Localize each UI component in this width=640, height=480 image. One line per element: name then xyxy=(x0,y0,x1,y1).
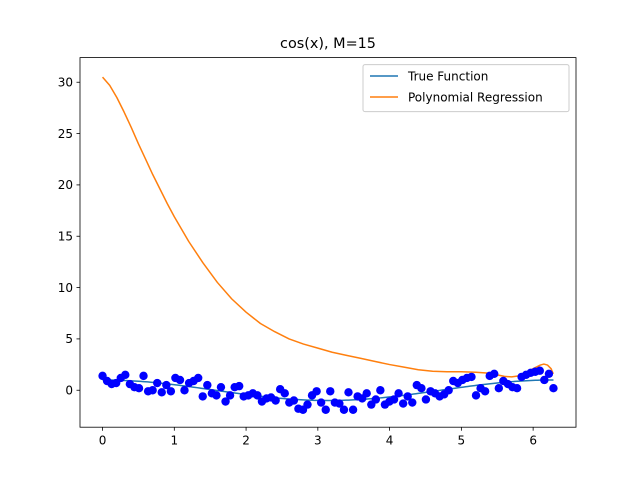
scatter-point xyxy=(212,391,221,400)
y-axis: 0 5 10 15 20 25 30 xyxy=(58,76,80,398)
scatter-point xyxy=(175,375,185,385)
scatter-point xyxy=(316,398,326,407)
x-tick-label: 5 xyxy=(458,434,466,448)
scatter-point xyxy=(134,383,144,393)
legend-label-true-function: True Function xyxy=(407,69,488,83)
y-tick-label: 15 xyxy=(58,230,73,244)
scatter-point xyxy=(194,373,203,383)
scatter-point xyxy=(471,391,481,400)
scatter-point xyxy=(335,399,344,408)
x-axis: 0 1 2 3 4 5 6 xyxy=(99,427,537,448)
scatter-point xyxy=(216,382,226,392)
scatter-point xyxy=(490,369,499,379)
scatter-point xyxy=(549,383,558,393)
scatter-point xyxy=(348,405,358,414)
x-tick-label: 6 xyxy=(529,434,537,448)
scatter-point xyxy=(512,383,522,393)
scatter-point xyxy=(289,396,299,405)
scatter-point xyxy=(234,381,244,391)
legend: True Function Polynomial Regression xyxy=(362,64,570,113)
scatter-point xyxy=(139,371,148,381)
scatter-point xyxy=(480,387,490,396)
scatter-point xyxy=(271,396,280,405)
legend-label-polynomial-regression: Polynomial Regression xyxy=(408,90,543,104)
scatter-point xyxy=(157,388,166,397)
plot-area xyxy=(79,57,577,428)
scatter-point xyxy=(326,387,335,396)
scatter-point xyxy=(444,386,453,395)
scatter-point xyxy=(253,391,262,400)
scatter-point xyxy=(535,366,545,375)
scatter-point xyxy=(417,383,426,393)
scatter-point xyxy=(198,392,207,401)
scatter-point xyxy=(403,392,412,401)
x-tick-label: 0 xyxy=(99,434,107,448)
scatter-point xyxy=(389,395,399,404)
scatter-point xyxy=(225,391,235,400)
chart-title: cos(x), M=15 xyxy=(280,36,376,52)
scatter-point xyxy=(303,400,312,409)
scatter-point xyxy=(321,405,330,414)
x-tick-label: 1 xyxy=(170,434,178,448)
y-tick-label: 5 xyxy=(65,332,73,346)
x-tick-label: 4 xyxy=(386,434,394,448)
y-tick-label: 20 xyxy=(58,178,73,192)
series-layer xyxy=(98,76,558,414)
y-tick-label: 0 xyxy=(65,384,73,398)
scatter-point xyxy=(371,395,381,404)
scatter-point xyxy=(421,395,431,404)
axes-frame xyxy=(79,57,577,428)
scatter-point xyxy=(544,369,554,379)
scatter-point xyxy=(280,389,289,398)
scatter-point xyxy=(180,386,189,395)
scatter-point xyxy=(312,387,321,396)
scatter-point xyxy=(362,389,371,398)
scatter-point xyxy=(394,389,403,398)
x-tick-label: 3 xyxy=(314,434,322,448)
scatter-point xyxy=(398,399,408,408)
series-line-polynomial-regression xyxy=(101,76,554,378)
scatter-point xyxy=(153,378,162,388)
y-tick-label: 25 xyxy=(58,127,73,141)
scatter-point xyxy=(494,383,504,393)
scatter-point xyxy=(162,380,171,390)
legend-box xyxy=(362,64,570,113)
y-tick-label: 10 xyxy=(58,281,73,295)
x-tick-label: 2 xyxy=(242,434,250,448)
scatter-point xyxy=(148,386,157,395)
scatter-point xyxy=(166,387,176,396)
scatter-point xyxy=(203,380,212,390)
scatter-point xyxy=(121,370,130,380)
scatter-point xyxy=(221,397,230,406)
scatter-point xyxy=(344,388,353,397)
scatter-point xyxy=(467,372,476,382)
scatter-point xyxy=(408,398,417,407)
scatter-point xyxy=(376,386,385,395)
y-tick-label: 30 xyxy=(58,76,73,90)
scatter-point xyxy=(339,405,349,414)
scatter-point xyxy=(540,375,549,385)
